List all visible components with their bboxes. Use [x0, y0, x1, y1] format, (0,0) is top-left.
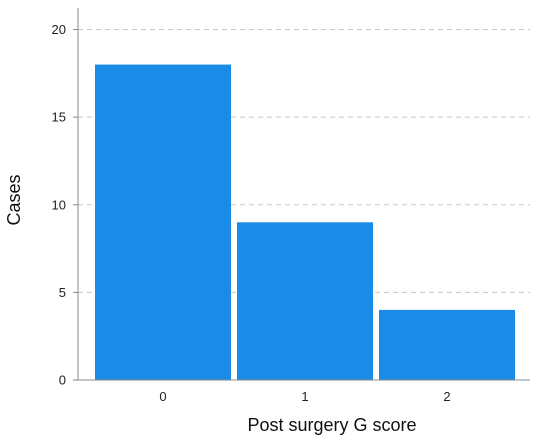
x-axis-title: Post surgery G score	[247, 415, 416, 435]
y-tick-label: 0	[59, 373, 66, 388]
x-tick-labels: 0 1 2	[159, 389, 450, 404]
x-tick-label: 0	[159, 389, 166, 404]
y-tick-label: 20	[52, 22, 66, 37]
x-tick-label: 2	[443, 389, 450, 404]
y-tick-labels: 0 5 10 15 20	[52, 22, 66, 387]
y-tick-label: 5	[59, 285, 66, 300]
y-tick-label: 15	[52, 110, 66, 125]
y-axis-title: Cases	[4, 174, 24, 225]
bars	[95, 64, 515, 381]
y-tick-label: 10	[52, 197, 66, 212]
bar-0	[95, 64, 231, 381]
bar-1	[237, 222, 373, 380]
bar-2	[379, 309, 515, 380]
axes	[73, 8, 530, 381]
x-tick-label: 1	[301, 389, 308, 404]
